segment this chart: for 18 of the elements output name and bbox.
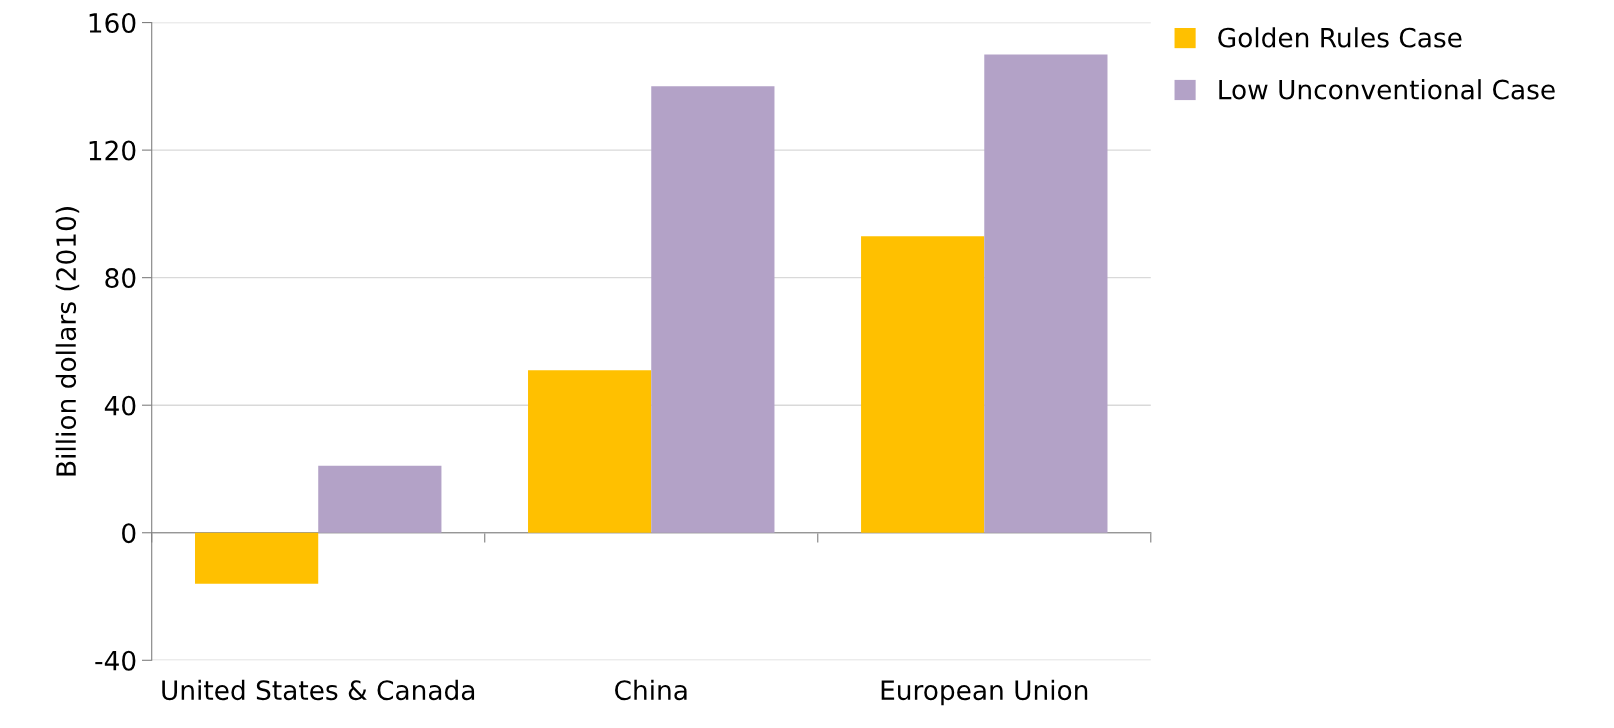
x-tick-label: United States & Canada <box>162 679 475 701</box>
y-tick-label: 80 <box>105 268 136 289</box>
bar <box>195 532 319 584</box>
y-tick-label: -40 <box>95 650 136 671</box>
y-tick-label: 120 <box>89 140 136 161</box>
bar <box>861 236 985 533</box>
legend-label: Golden Rules Case <box>1218 27 1462 48</box>
bar <box>984 54 1108 533</box>
y-tick-label: 0 <box>122 523 136 544</box>
x-tick-label: China <box>615 679 687 701</box>
bar <box>318 465 442 533</box>
bar <box>651 86 775 533</box>
y-tick-label: 160 <box>89 13 136 33</box>
x-tick-label: European Union <box>881 679 1088 706</box>
bar <box>528 370 652 533</box>
legend-label: Low Unconventional Case <box>1219 79 1555 100</box>
y-axis-title: Billion dollars (2010) <box>55 207 80 476</box>
y-tick-label: 40 <box>104 395 136 416</box>
